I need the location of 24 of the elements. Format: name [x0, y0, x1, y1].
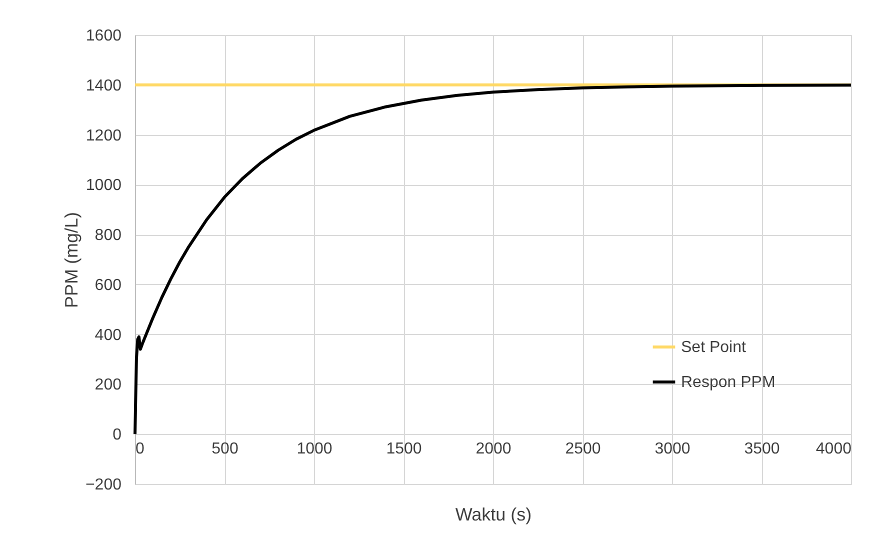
- x-tick-label: 1000: [296, 440, 332, 458]
- y-tick-label: 1600: [86, 28, 122, 44]
- line-series: [134, 84, 852, 436]
- x-tick-label: 2000: [476, 440, 512, 458]
- x-tick-label: 500: [212, 440, 238, 458]
- y-tick-label: 0: [112, 426, 122, 444]
- y-tick-label: 1200: [86, 127, 122, 144]
- x-tick-label: 3000: [654, 440, 690, 458]
- legend-label: Set Point: [681, 339, 746, 356]
- x-tick-label: 3500: [744, 440, 780, 458]
- y-tick-label: 200: [94, 376, 122, 394]
- y-tick-label: −200: [85, 476, 122, 494]
- x-axis-title: Waktu (s): [455, 504, 532, 524]
- y-tick-label: 400: [94, 326, 122, 344]
- y-axis-title: PPM (mg/L): [61, 212, 82, 308]
- x-tick-label: 2500: [565, 440, 601, 458]
- x-tick-label: 1500: [386, 440, 422, 458]
- y-tick-label: 1000: [86, 177, 122, 194]
- x-tick-label: 4000: [816, 440, 852, 458]
- y-tick-label: 800: [94, 227, 122, 244]
- x-tick-label: 0: [136, 440, 144, 458]
- legend-label: Respon PPM: [681, 374, 776, 391]
- y-tick-label: 600: [94, 276, 122, 294]
- y-tick-label: 1400: [86, 77, 122, 94]
